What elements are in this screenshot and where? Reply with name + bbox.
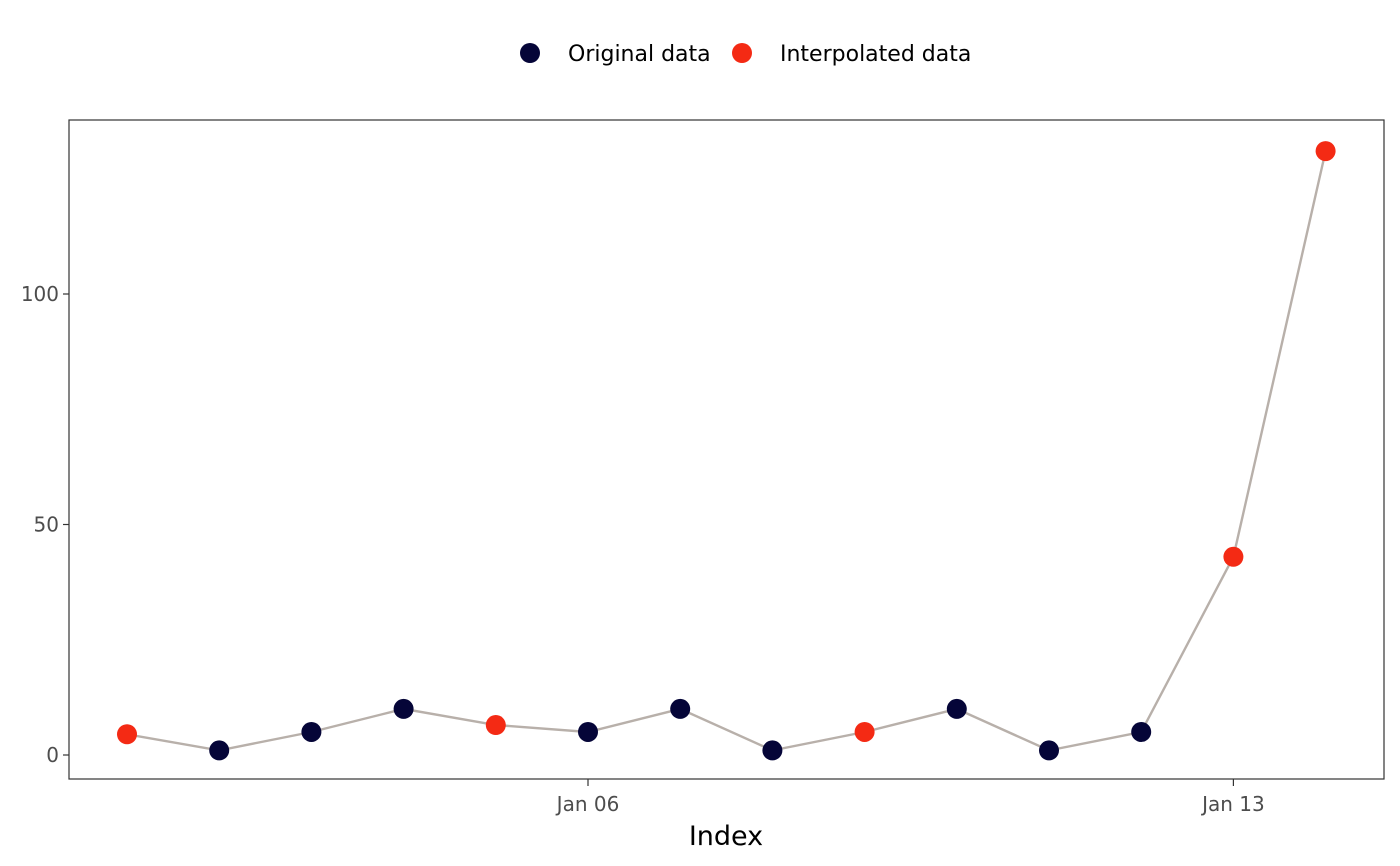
original-data-point xyxy=(301,721,322,742)
original-data-point xyxy=(209,740,230,761)
original-data-point xyxy=(670,698,691,719)
x-tick-label: Jan 06 xyxy=(555,792,620,816)
original-data-point xyxy=(1039,740,1059,761)
legend: Original data Interpolated data xyxy=(520,42,971,67)
y-tick-label: 100 xyxy=(21,282,59,306)
plot-panel xyxy=(68,119,1385,780)
interpolated-data-point xyxy=(117,724,137,745)
interpolated-data-point xyxy=(1223,546,1244,567)
legend-marker-interpolated xyxy=(732,43,752,63)
x-axis: Jan 06 Jan 13 xyxy=(555,779,1265,816)
y-axis: 0 50 100 xyxy=(21,282,69,767)
x-tick-label: Jan 13 xyxy=(1200,792,1265,816)
original-data-point xyxy=(762,740,783,761)
original-data-point xyxy=(393,698,414,719)
data-points xyxy=(117,141,1336,761)
interpolated-data-point xyxy=(1315,141,1336,162)
y-tick-label: 50 xyxy=(34,513,59,537)
original-data-point xyxy=(1131,721,1152,742)
legend-marker-original xyxy=(520,43,540,63)
interpolated-data-point xyxy=(854,721,875,742)
legend-label-original: Original data xyxy=(568,42,711,67)
series-line xyxy=(126,150,1327,752)
original-data-point xyxy=(578,721,598,742)
x-axis-title: Index xyxy=(689,821,763,852)
legend-label-interpolated: Interpolated data xyxy=(780,42,971,67)
y-tick-label: 0 xyxy=(46,743,59,767)
series-line-path xyxy=(126,150,1327,752)
original-data-point xyxy=(946,698,967,719)
interpolated-data-point xyxy=(485,715,506,736)
